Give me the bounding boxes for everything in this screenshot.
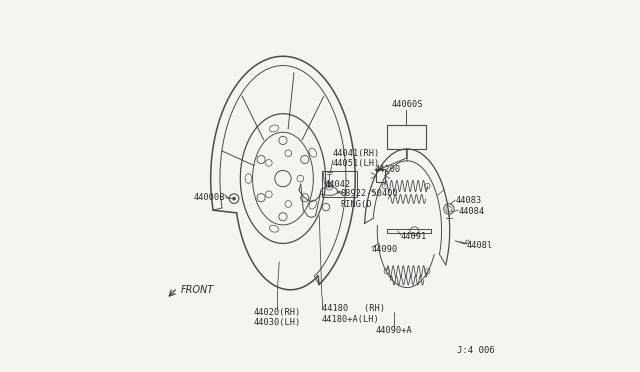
Circle shape	[328, 186, 330, 188]
Text: 44000B: 44000B	[194, 193, 225, 202]
Text: 44180   (RH)
44180+A(LH): 44180 (RH) 44180+A(LH)	[322, 304, 385, 324]
Text: 44060S: 44060S	[391, 100, 423, 109]
Text: 44042: 44042	[324, 180, 351, 189]
Text: 44020(RH)
44030(LH): 44020(RH) 44030(LH)	[253, 308, 301, 327]
Text: 44084: 44084	[458, 208, 484, 217]
Bar	[322, 171, 357, 197]
Text: FRONT: FRONT	[181, 285, 214, 295]
Text: 4408l: 4408l	[467, 241, 493, 250]
Text: 44090: 44090	[372, 244, 398, 253]
Bar	[376, 169, 385, 182]
Text: 44041(RH)
44051(LH): 44041(RH) 44051(LH)	[333, 148, 380, 168]
Circle shape	[232, 197, 236, 201]
Bar	[387, 125, 426, 149]
Text: 44200: 44200	[374, 165, 401, 174]
Text: 44083: 44083	[455, 196, 481, 205]
Text: 44091: 44091	[401, 231, 427, 241]
Text: 44090+A: 44090+A	[376, 326, 413, 335]
Text: 08922-50400
RING(D: 08922-50400 RING(D	[340, 189, 398, 209]
Text: J:4 006: J:4 006	[456, 346, 494, 355]
